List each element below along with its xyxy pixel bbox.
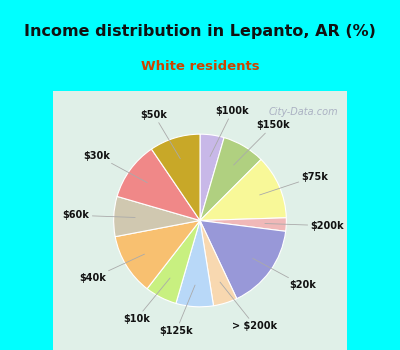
- Wedge shape: [115, 220, 200, 289]
- Text: $30k: $30k: [84, 150, 147, 183]
- Wedge shape: [117, 149, 200, 220]
- Wedge shape: [200, 220, 286, 299]
- Text: $100k: $100k: [210, 106, 249, 156]
- Wedge shape: [147, 220, 200, 303]
- Wedge shape: [200, 160, 286, 220]
- Wedge shape: [152, 134, 200, 220]
- Text: White residents: White residents: [141, 60, 259, 73]
- Text: $75k: $75k: [260, 172, 328, 195]
- Wedge shape: [200, 220, 237, 306]
- Bar: [0, 91, 400, 350]
- Wedge shape: [200, 218, 286, 231]
- Text: Income distribution in Lepanto, AR (%): Income distribution in Lepanto, AR (%): [24, 24, 376, 39]
- Text: $10k: $10k: [123, 278, 170, 324]
- Wedge shape: [200, 138, 261, 220]
- Text: City-Data.com: City-Data.com: [268, 107, 338, 117]
- Text: $20k: $20k: [253, 258, 316, 290]
- Wedge shape: [200, 134, 224, 220]
- Text: $200k: $200k: [265, 221, 344, 231]
- Text: $125k: $125k: [160, 285, 195, 336]
- Text: $60k: $60k: [63, 210, 135, 220]
- Text: $150k: $150k: [234, 120, 290, 165]
- Wedge shape: [176, 220, 214, 307]
- Text: $50k: $50k: [141, 110, 180, 159]
- Text: $40k: $40k: [79, 254, 144, 283]
- Wedge shape: [114, 196, 200, 237]
- Text: > $200k: > $200k: [220, 282, 278, 331]
